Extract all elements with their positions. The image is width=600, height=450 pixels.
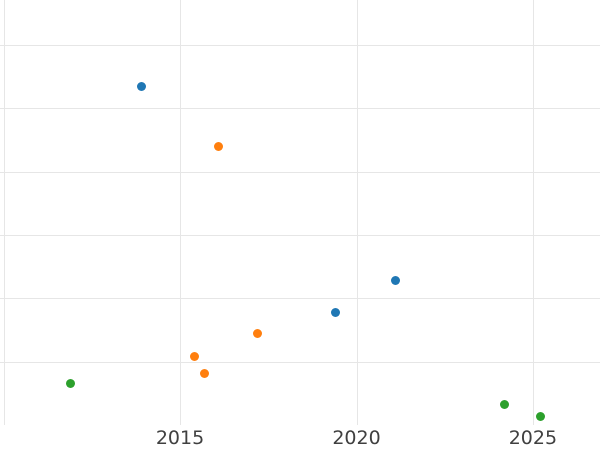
x-gridline [532,0,534,425]
x-tick-label: 2020 [332,427,381,449]
y-gridline [0,171,600,173]
y-gridline [0,45,600,46]
data-point-green [500,400,510,410]
data-point-orange [200,368,210,378]
data-point-orange [214,142,224,152]
data-point-orange [189,351,199,361]
x-tick-label: 2015 [155,427,205,449]
y-gridline [0,361,600,363]
data-point-green [66,379,76,389]
x-gridline [3,0,5,425]
data-point-blue [136,81,146,91]
y-gridline [0,108,600,110]
plot-area [0,0,600,425]
x-gridline [180,0,181,425]
x-gridline [356,0,358,425]
x-tick-label: 2025 [508,427,558,449]
y-gridline [0,235,600,236]
data-point-green [535,412,545,422]
y-gridline [0,298,600,300]
data-point-orange [253,329,263,339]
data-point-blue [390,276,400,286]
x-axis-tick-labels: 2015 2020 2025 [0,425,600,450]
data-point-blue [330,308,340,318]
